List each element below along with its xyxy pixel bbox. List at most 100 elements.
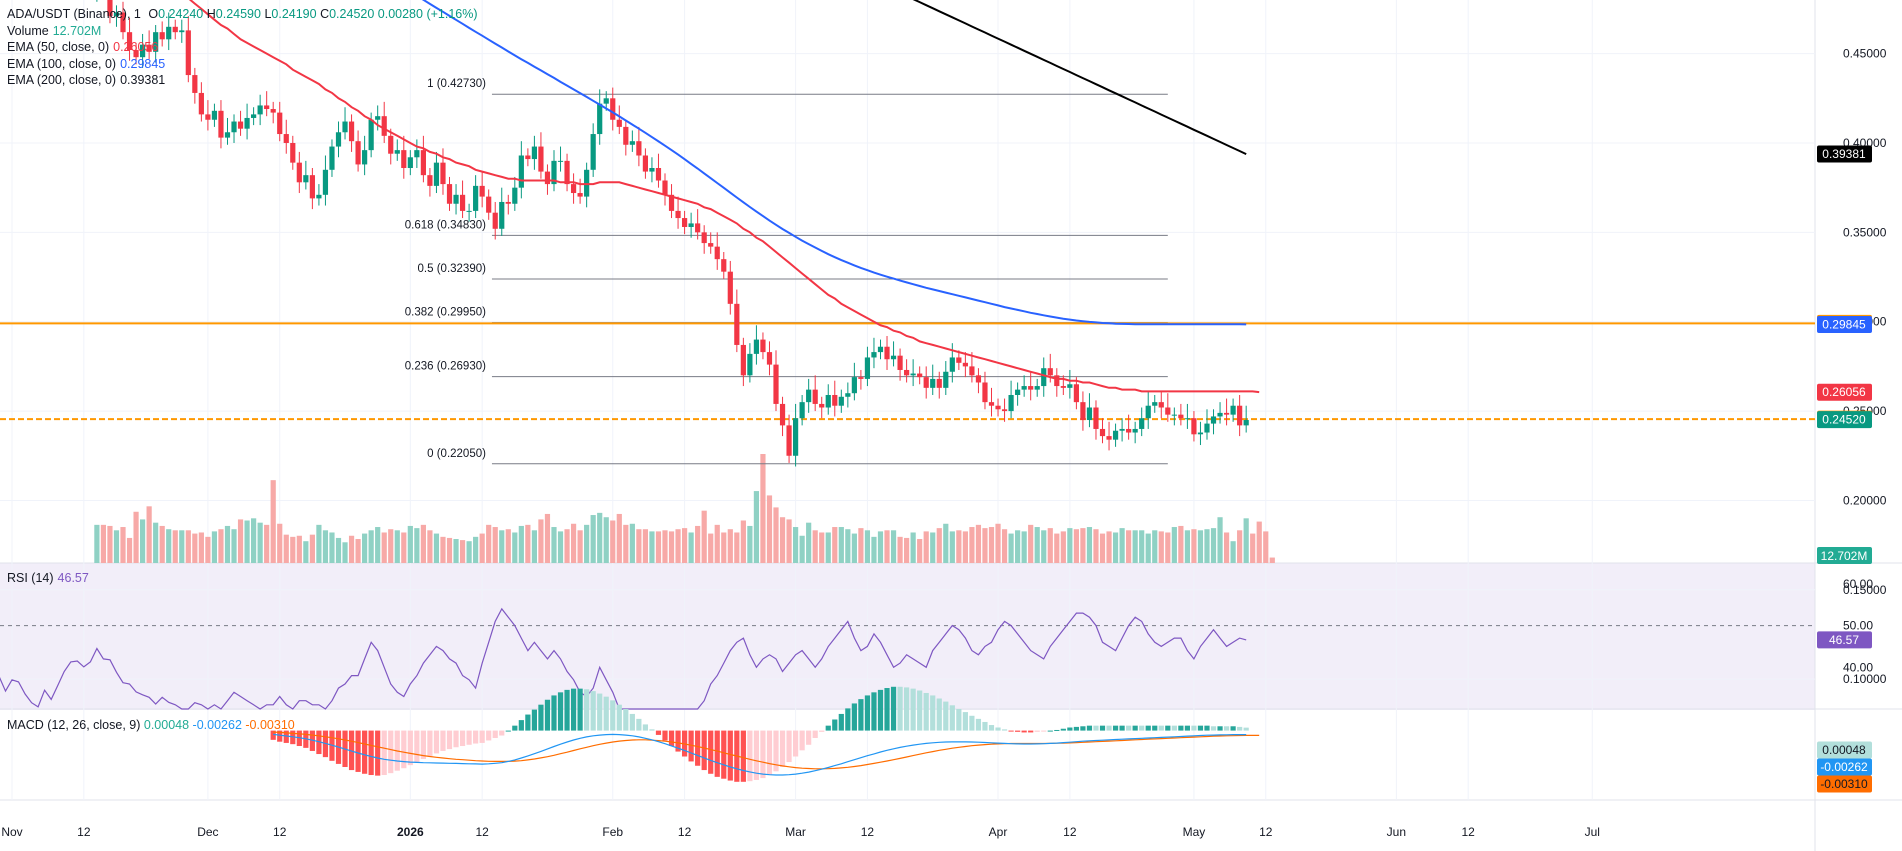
- volume-bar: [518, 525, 524, 563]
- macd-legend[interactable]: MACD (12, 26, close, 9) 0.00048 -0.00262…: [7, 717, 295, 734]
- macd-hist-bar: [799, 730, 805, 751]
- candle-body: [185, 30, 191, 76]
- legend-ema-200[interactable]: EMA (200, close, 0) 0.39381: [7, 72, 478, 89]
- volume-bar: [819, 532, 825, 563]
- candle-body: [988, 402, 995, 406]
- macd-hist-bar: [806, 730, 812, 745]
- volume-bar: [675, 529, 681, 563]
- ohlc-c-value: 0.24520: [329, 7, 375, 21]
- candle-body: [1217, 412, 1223, 417]
- candle-body: [146, 44, 152, 52]
- volume-bar: [949, 531, 955, 563]
- candle-body: [107, 0, 113, 17]
- volume-bar: [1191, 529, 1197, 563]
- candle-body: [1237, 405, 1243, 426]
- candle-body: [525, 155, 531, 160]
- price-axis-label: 0.45000: [1843, 47, 1887, 61]
- time-axis-label: 12: [1063, 825, 1077, 839]
- candle-body: [251, 114, 257, 118]
- time-axis-label: Nov: [1, 825, 22, 839]
- time-axis-label: 12: [1462, 825, 1476, 839]
- macd-hist-bar: [459, 730, 466, 747]
- volume-bar: [296, 535, 302, 563]
- volume-bar: [1197, 530, 1204, 563]
- volume-bar: [531, 530, 537, 563]
- macd-hist-bar: [819, 730, 825, 732]
- candle-body: [838, 396, 844, 406]
- candle-body: [179, 30, 185, 33]
- macd-hist-bar: [1243, 727, 1249, 731]
- macd-hist-bar: [433, 730, 440, 754]
- volume-bar: [629, 523, 635, 563]
- legend-ema-100[interactable]: EMA (100, close, 0) 0.29845: [7, 56, 478, 73]
- rsi-legend[interactable]: RSI (14) 46.57: [7, 570, 89, 587]
- volume-bar: [1106, 531, 1112, 563]
- macd-hist-bar: [538, 704, 544, 731]
- volume-bar: [1080, 528, 1086, 563]
- candle-body: [394, 150, 400, 154]
- macd-hist-bar: [362, 730, 368, 774]
- macd-hist-bar: [714, 730, 720, 777]
- candle-body: [864, 357, 871, 379]
- volume-bar: [329, 532, 335, 563]
- macd-badge: [1817, 775, 1872, 793]
- volume-bar: [832, 527, 838, 563]
- volume-bar: [420, 524, 426, 563]
- macd-hist-bar: [479, 730, 485, 743]
- candle-body: [1073, 384, 1079, 403]
- candle-body: [1034, 386, 1040, 390]
- legend-ema200-value: 0.39381: [120, 73, 166, 87]
- volume-bar: [1015, 530, 1021, 563]
- rsi-axis-label: 50.00: [1843, 619, 1873, 633]
- price-axis-label: 0.15000: [1843, 583, 1887, 597]
- macd-hist-bar: [551, 695, 557, 731]
- volume-bar: [1099, 533, 1106, 563]
- macd-hist-bar: [492, 730, 498, 738]
- candle-body: [1197, 432, 1204, 435]
- macd-hist-bar: [858, 699, 864, 731]
- macd-hist-bar: [355, 730, 361, 772]
- volume-bar: [1132, 530, 1138, 563]
- time-axis-label: 2026: [397, 825, 424, 839]
- volume-bar: [1165, 532, 1171, 563]
- legend-ema-50[interactable]: EMA (50, close, 0) 0.26056: [7, 39, 478, 56]
- volume-bar: [270, 480, 276, 563]
- macd-hist-bar: [1152, 725, 1158, 731]
- candle-body: [473, 185, 479, 211]
- volume-bar: [107, 525, 113, 563]
- legend-volume[interactable]: Volume 12.702M: [7, 23, 478, 40]
- symbol-title[interactable]: ADA/USDT (Binance): [7, 7, 127, 21]
- price-badge-text: 0.39381: [1822, 147, 1866, 161]
- volume-bar: [636, 529, 642, 563]
- candle-body: [459, 194, 466, 211]
- interval-label[interactable]: 1: [133, 7, 141, 21]
- macd-hist-bar: [505, 730, 511, 732]
- volume-bar: [1112, 532, 1119, 563]
- macd-hist-bar: [975, 718, 982, 731]
- volume-bar: [1171, 527, 1177, 563]
- macd-hist-bar: [401, 730, 407, 769]
- candle-body: [401, 150, 407, 169]
- volume-bar: [544, 513, 551, 563]
- candle-body: [890, 355, 897, 360]
- macd-hist-bar: [766, 730, 773, 776]
- volume-bar: [466, 541, 472, 563]
- macd-hist-bar: [897, 686, 903, 731]
- volume-bar: [649, 531, 655, 563]
- candle-body: [309, 175, 315, 199]
- candle-body: [675, 210, 681, 219]
- volume-bar: [851, 533, 857, 563]
- time-axis-label: May: [1183, 825, 1206, 839]
- candle-body: [623, 126, 629, 145]
- volume-bar: [479, 533, 485, 563]
- macd-hist-bar: [1106, 725, 1112, 731]
- volume-bar: [237, 519, 244, 563]
- macd-hist-bar: [1197, 725, 1204, 731]
- macd-hist-bar: [1132, 725, 1138, 731]
- symbol-row[interactable]: ADA/USDT (Binance), 1 O0.24240 H0.24590 …: [7, 7, 478, 21]
- volume-bar: [923, 531, 929, 563]
- time-axis-label: Apr: [989, 825, 1008, 839]
- volume-bar: [427, 530, 433, 563]
